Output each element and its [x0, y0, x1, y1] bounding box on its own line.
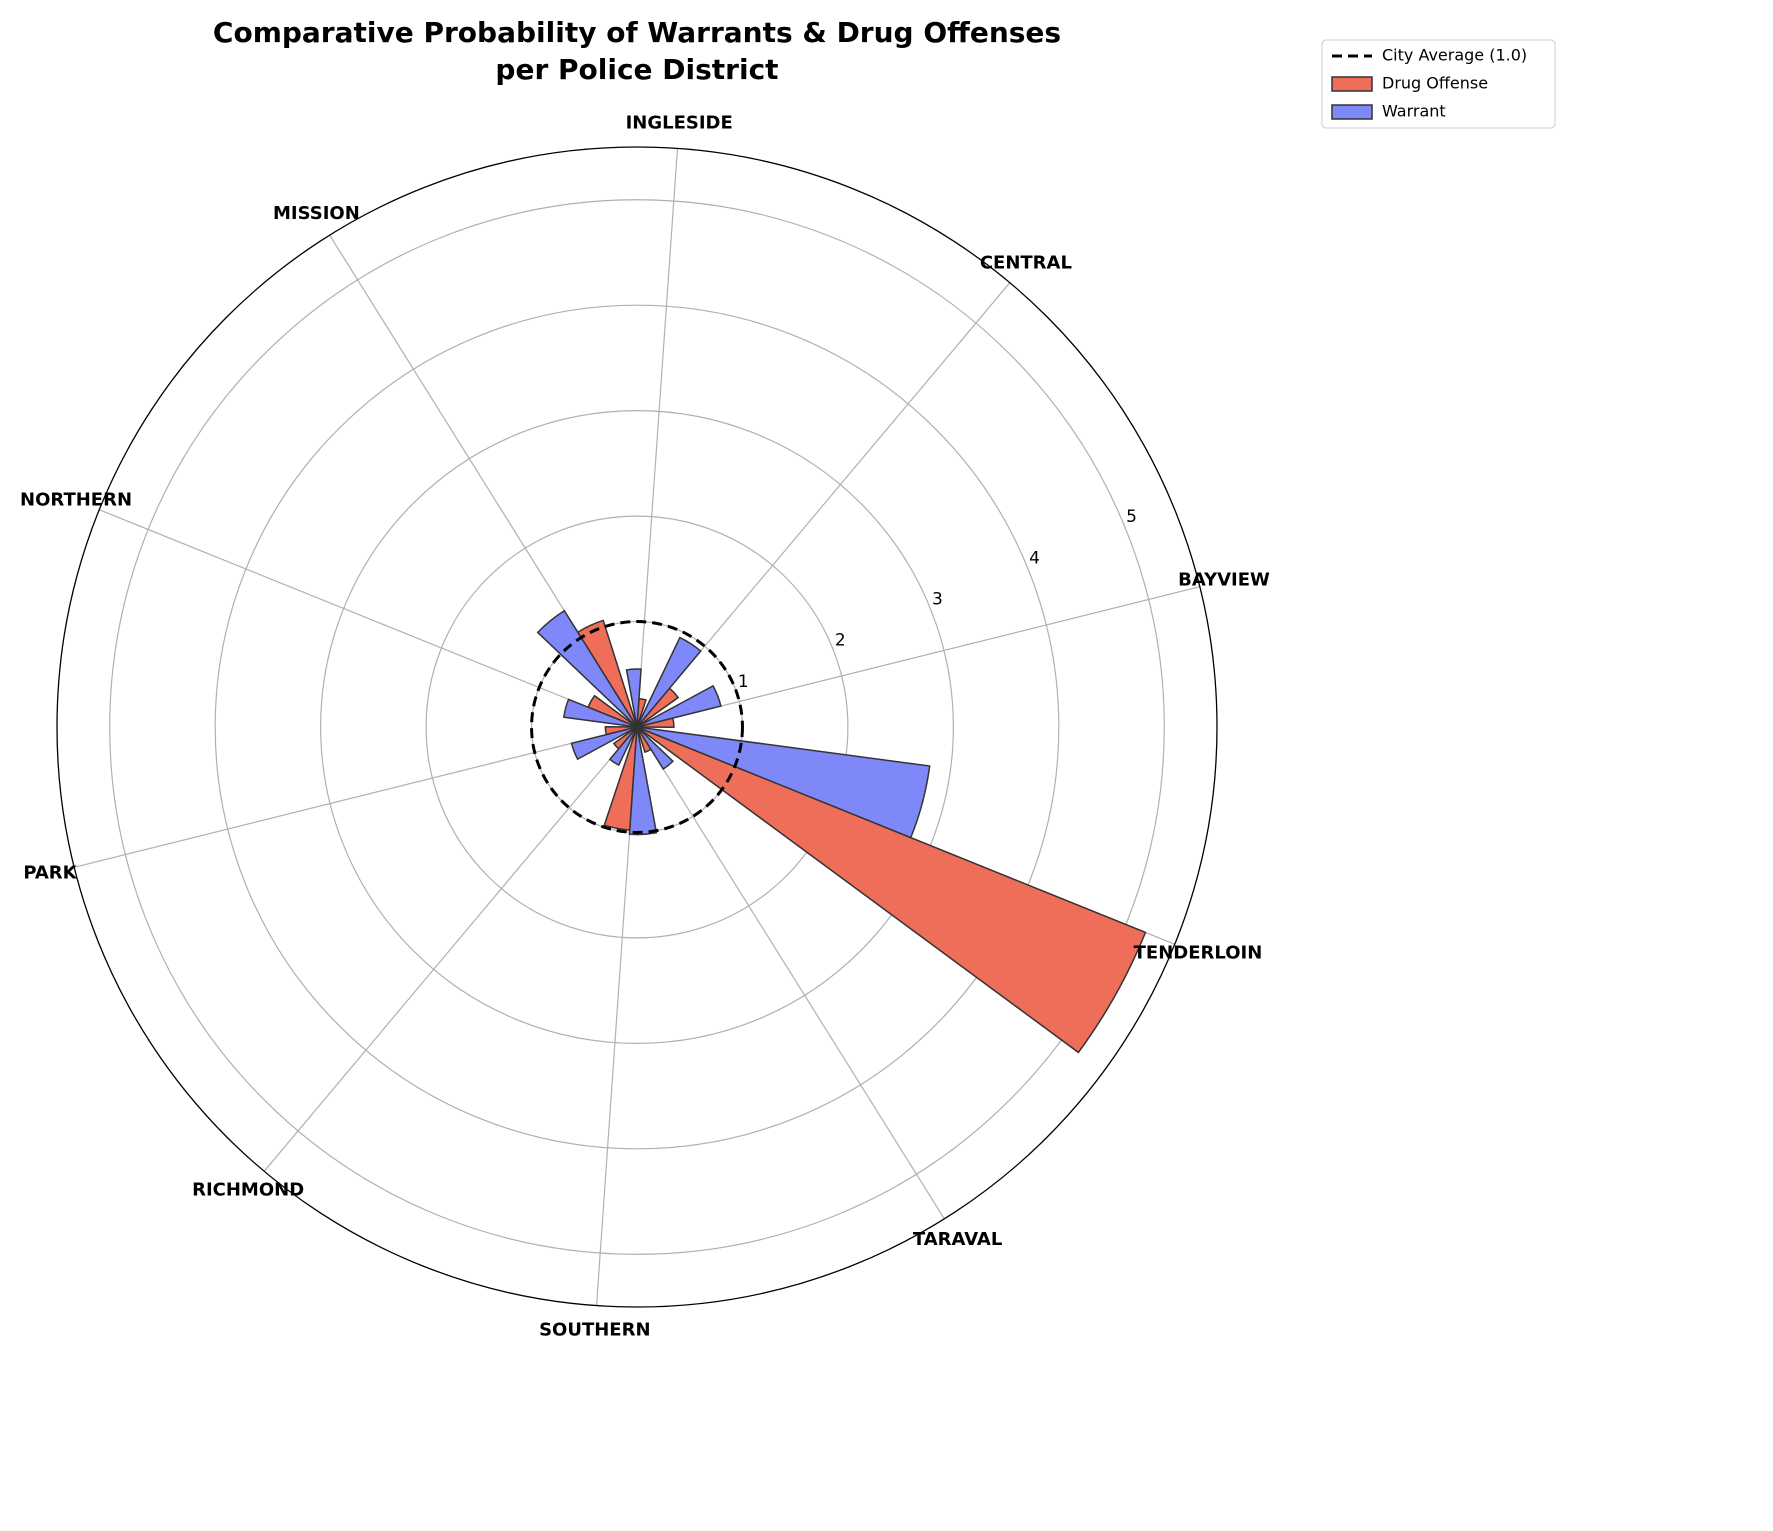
- grid-spoke: [74, 726, 638, 868]
- grid-circle: [109, 199, 1165, 1255]
- bar: [636, 726, 931, 839]
- bar: [625, 668, 642, 728]
- category-label: INGLESIDE: [626, 112, 733, 133]
- grid-spoke: [263, 726, 638, 1172]
- category-label: BAYVIEW: [1178, 570, 1270, 591]
- bar: [636, 726, 674, 771]
- category-label: NORTHERN: [20, 489, 132, 510]
- category-label: RICHMOND: [192, 1179, 304, 1200]
- bar: [636, 636, 702, 728]
- bar: [562, 698, 638, 728]
- r-tick-label: 3: [932, 589, 943, 609]
- r-tick-label: 1: [738, 672, 749, 692]
- category-label: CENTRAL: [980, 253, 1072, 274]
- bar: [636, 684, 722, 728]
- outer-frame: [56, 146, 1218, 1308]
- bar: [636, 726, 1147, 1054]
- bar: [570, 726, 638, 761]
- grid-spoke: [636, 726, 945, 1220]
- grid-circle: [425, 515, 849, 939]
- category-label: SOUTHERN: [539, 1320, 650, 1341]
- legend-label: Drug Offense: [1382, 74, 1488, 93]
- category-label: TENDERLOIN: [1134, 943, 1263, 964]
- grid-spoke: [99, 509, 638, 728]
- r-tick-label: 5: [1126, 507, 1137, 527]
- category-label: MISSION: [273, 203, 360, 224]
- grid-circle: [214, 304, 1060, 1150]
- chart-title: Comparative Probability of Warrants & Dr…: [212, 16, 1062, 86]
- bar: [628, 726, 658, 836]
- legend-swatch: [1331, 76, 1373, 92]
- r-tick-label: 4: [1029, 548, 1040, 568]
- legend-label: Warrant: [1382, 102, 1446, 121]
- category-label: PARK: [23, 862, 77, 883]
- category-label: TARAVAL: [913, 1229, 1003, 1250]
- legend-swatch: [1331, 104, 1373, 120]
- grid-circle: [320, 410, 954, 1044]
- bar: [536, 609, 638, 728]
- legend-label: City Average (1.0): [1382, 46, 1527, 65]
- grid-spoke: [636, 148, 679, 728]
- grid-spoke: [636, 586, 1200, 728]
- reference-circle: [530, 620, 744, 834]
- legend-box: [1321, 39, 1556, 129]
- bar: [608, 726, 638, 767]
- r-tick-label: 2: [835, 631, 846, 651]
